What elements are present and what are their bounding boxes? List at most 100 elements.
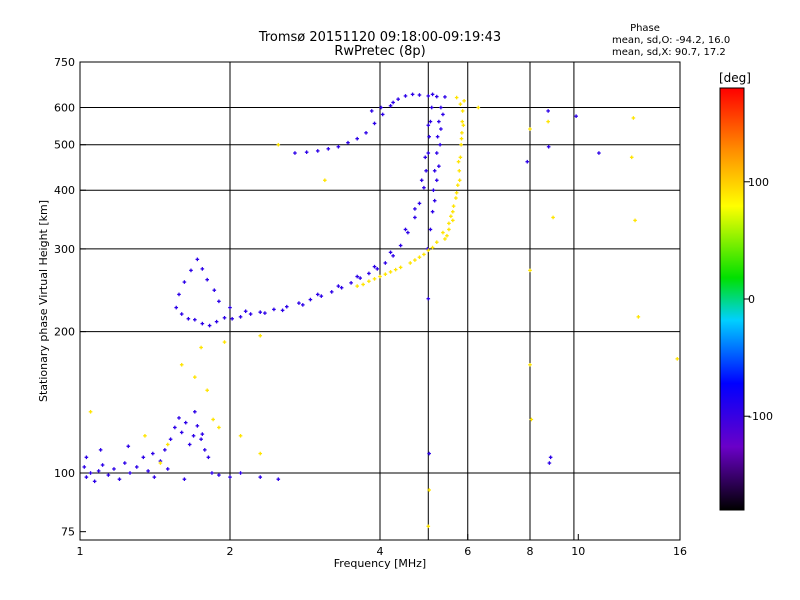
data-point bbox=[100, 463, 105, 467]
data-point bbox=[454, 196, 458, 200]
data-point bbox=[222, 340, 227, 344]
data-point bbox=[528, 268, 532, 273]
data-point bbox=[191, 434, 196, 438]
data-point bbox=[84, 455, 89, 460]
data-point bbox=[451, 204, 456, 208]
data-point bbox=[633, 218, 637, 223]
data-point bbox=[369, 109, 374, 113]
y-tick-label: 600 bbox=[54, 102, 75, 115]
stats-heading: Phase bbox=[630, 23, 660, 34]
data-point bbox=[457, 168, 462, 173]
data-point bbox=[388, 250, 393, 255]
data-point bbox=[431, 188, 436, 193]
data-point bbox=[367, 279, 371, 284]
y-tick-label: 75 bbox=[61, 526, 75, 539]
data-point bbox=[435, 134, 440, 139]
y-axis-label: Stationary phase Virtual Height [km] bbox=[37, 200, 50, 402]
data-point bbox=[301, 303, 305, 307]
y-tick-label: 500 bbox=[54, 139, 75, 152]
x-tick-label: 10 bbox=[571, 545, 585, 558]
data-point bbox=[398, 243, 403, 248]
data-point bbox=[355, 274, 359, 279]
data-point bbox=[258, 310, 263, 314]
data-point bbox=[383, 261, 388, 265]
data-point bbox=[447, 221, 451, 226]
data-point bbox=[293, 151, 297, 155]
data-point bbox=[182, 280, 187, 284]
data-point bbox=[179, 362, 184, 367]
data-point bbox=[238, 471, 243, 475]
y-tick-label: 300 bbox=[54, 243, 75, 256]
y-tick-label: 200 bbox=[54, 326, 75, 339]
data-point bbox=[597, 151, 601, 155]
data-point bbox=[179, 430, 184, 435]
x-tick-label: 2 bbox=[227, 545, 234, 558]
data-point bbox=[106, 473, 111, 477]
data-point bbox=[375, 267, 380, 271]
data-point bbox=[200, 321, 205, 326]
data-points bbox=[82, 92, 680, 529]
data-point bbox=[426, 524, 431, 529]
data-point bbox=[443, 95, 447, 99]
data-point bbox=[98, 448, 103, 452]
chart-subtitle: RwPretec (8p) bbox=[334, 44, 425, 59]
data-point bbox=[456, 159, 461, 164]
data-point bbox=[217, 473, 221, 477]
data-point bbox=[454, 190, 459, 195]
data-point bbox=[258, 333, 263, 338]
data-point bbox=[439, 105, 443, 110]
y-axis-ticks: 75 100 200 300 400 500 600 750 bbox=[54, 56, 86, 539]
data-point bbox=[258, 451, 263, 456]
data-point bbox=[214, 319, 219, 324]
data-point bbox=[372, 264, 377, 269]
data-point bbox=[207, 323, 212, 328]
data-point bbox=[174, 305, 179, 310]
data-point bbox=[230, 316, 234, 321]
data-point bbox=[193, 409, 197, 414]
data-point bbox=[574, 114, 578, 118]
x-tick-label: 8 bbox=[527, 545, 534, 558]
data-point bbox=[441, 112, 445, 117]
data-point bbox=[346, 140, 350, 145]
data-point bbox=[380, 112, 385, 117]
data-point bbox=[419, 178, 424, 183]
x-axis-label: Frequency [MHz] bbox=[334, 557, 426, 570]
x-tick-label: 16 bbox=[673, 545, 687, 558]
data-point bbox=[92, 479, 97, 484]
data-point bbox=[88, 471, 93, 475]
data-point bbox=[432, 198, 437, 203]
data-point bbox=[84, 475, 89, 479]
data-point bbox=[427, 451, 431, 456]
data-point bbox=[546, 109, 550, 113]
x-axis-ticks: 1 2 4 6 8 10 16 bbox=[77, 534, 687, 558]
data-point bbox=[88, 409, 93, 414]
data-point bbox=[177, 292, 181, 297]
x-tick-label: 1 bbox=[77, 545, 84, 558]
data-point bbox=[528, 362, 532, 367]
data-point bbox=[173, 425, 177, 430]
data-point bbox=[403, 227, 408, 232]
data-point bbox=[284, 304, 289, 309]
y-tick-label: 100 bbox=[54, 467, 75, 480]
data-point bbox=[460, 131, 464, 135]
data-point bbox=[378, 274, 382, 279]
data-point bbox=[529, 417, 534, 422]
data-point bbox=[238, 315, 243, 319]
data-point bbox=[393, 267, 398, 272]
data-point bbox=[451, 218, 455, 223]
data-point bbox=[152, 475, 157, 479]
data-point bbox=[426, 151, 431, 155]
data-point bbox=[195, 424, 200, 428]
colorbar-label: [deg] bbox=[719, 71, 751, 85]
data-point bbox=[182, 477, 187, 482]
data-point bbox=[165, 467, 170, 471]
data-point bbox=[457, 178, 462, 183]
data-point bbox=[200, 432, 205, 436]
data-point bbox=[112, 467, 116, 471]
data-point bbox=[200, 267, 205, 271]
data-point bbox=[417, 255, 422, 260]
data-point bbox=[179, 312, 184, 316]
data-point bbox=[434, 94, 439, 99]
data-point bbox=[447, 227, 451, 232]
data-point bbox=[205, 388, 209, 393]
